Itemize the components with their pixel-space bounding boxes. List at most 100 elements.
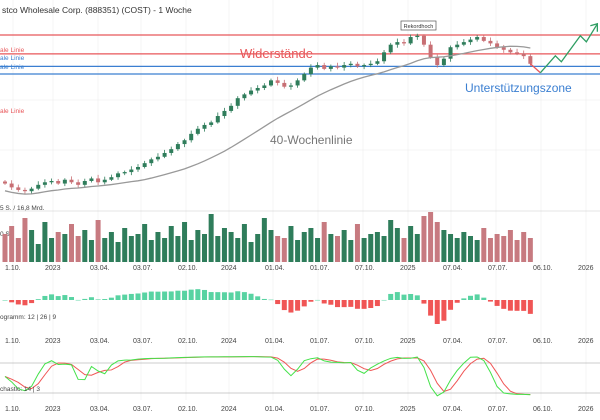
macd-bar <box>487 300 493 302</box>
macd-bar <box>148 291 154 300</box>
volume-bar <box>215 236 221 262</box>
x-tick-label: 07.04. <box>443 265 463 272</box>
candle-body <box>235 98 240 106</box>
macd-bar <box>128 293 134 300</box>
chart-title: stco Wholesale Corp. (888351) (COST) - 1… <box>2 5 192 15</box>
macd-bar <box>408 293 414 300</box>
macd-bar <box>268 299 274 301</box>
candle-body <box>515 52 520 54</box>
volume-bar <box>268 230 274 262</box>
x-tick-label: 02.10. <box>178 265 198 272</box>
macd-bar <box>142 292 148 300</box>
macd-bar <box>275 300 281 305</box>
macd-bar <box>162 291 168 300</box>
macd-bar <box>441 300 447 321</box>
stochastic-d-line <box>4 356 531 396</box>
volume-bar <box>381 236 387 262</box>
volume-bar <box>261 218 267 262</box>
candle-body <box>342 65 347 68</box>
ma-label: 40-Wochenlinie <box>270 133 353 147</box>
macd-bar <box>35 299 41 300</box>
macd-bar <box>308 300 314 302</box>
macd-bar <box>135 293 141 300</box>
volume-bar <box>2 234 8 262</box>
volume-bar <box>275 236 281 262</box>
macd-bar <box>474 294 480 300</box>
candle-body <box>162 152 167 157</box>
volume-bar <box>281 238 287 262</box>
volume-bar <box>394 228 400 262</box>
candle-body <box>82 181 87 185</box>
volume-bar <box>195 230 201 262</box>
candle-body <box>461 42 466 45</box>
x-tick-label: 2023 <box>45 265 61 272</box>
macd-bar <box>115 295 121 300</box>
volume-bar <box>228 232 234 262</box>
volume-bar <box>527 238 533 262</box>
candle-body <box>388 44 393 53</box>
x-tick-label: 03.04. <box>90 406 110 413</box>
record-high-box <box>400 20 437 31</box>
macd-bar <box>208 292 214 300</box>
candle-body <box>468 39 473 43</box>
x-tick-label: 2024 <box>221 338 237 345</box>
level-label-4: ale Linie <box>0 108 25 115</box>
level-label-2: ale Linie <box>0 55 25 62</box>
candle-body <box>282 82 287 87</box>
volume-bar <box>9 226 15 262</box>
candle-body <box>96 178 101 183</box>
macd-bar <box>88 297 94 300</box>
macd-bar <box>202 289 207 300</box>
macd-bar <box>341 300 347 308</box>
volume-bar <box>202 234 207 262</box>
volume-bar <box>95 220 101 262</box>
candle-body <box>382 52 387 62</box>
volume-bar <box>162 238 168 262</box>
forecast-down-segment <box>529 63 541 74</box>
x-tick-label: 2025 <box>400 338 416 345</box>
arrow-head-icon <box>590 22 598 32</box>
forecast-up-path <box>539 23 598 74</box>
macd-bar <box>448 300 454 310</box>
candle-body <box>142 163 147 167</box>
x-tick-label: 07.04. <box>443 406 463 413</box>
macd-bar <box>321 300 327 304</box>
volume-bar <box>122 228 128 262</box>
candle-body <box>415 35 420 38</box>
candle-body <box>62 179 67 184</box>
macd-bar <box>2 300 8 301</box>
macd-bar <box>9 300 15 303</box>
macd-bar <box>481 297 487 300</box>
candle-body <box>255 87 260 91</box>
volume-bar <box>468 236 473 262</box>
x-tick-label: 07.04. <box>443 338 463 345</box>
macd-bar <box>255 296 261 300</box>
macd-bar <box>401 294 407 300</box>
macd-bar <box>328 300 334 305</box>
candle-body <box>175 144 180 150</box>
volume-bar <box>241 224 247 262</box>
volume-bar <box>368 234 374 262</box>
candle-body <box>315 65 320 68</box>
volume-bar <box>348 240 354 262</box>
macd-bar <box>108 297 114 300</box>
volume-bar <box>461 232 467 262</box>
candle-body <box>295 80 300 86</box>
macd-bar <box>368 300 374 309</box>
volume-bar <box>49 238 55 262</box>
macd-bar <box>354 300 360 309</box>
candle-body <box>308 67 313 74</box>
candle-body <box>448 47 453 59</box>
candle-body <box>222 110 227 117</box>
volume-bar <box>354 224 360 262</box>
candle-body <box>215 116 220 123</box>
volume-bar <box>321 222 327 262</box>
volume-bar <box>421 216 427 262</box>
candle-body <box>335 66 340 68</box>
candle-body <box>3 181 7 184</box>
candle-body <box>508 49 513 53</box>
volume-bar <box>501 236 507 262</box>
macd-bar <box>421 300 427 304</box>
x-axes: 1.10. 1.10. 1.10. 2023 2023 2023 03.04. 03.04. 0… <box>5 265 594 413</box>
